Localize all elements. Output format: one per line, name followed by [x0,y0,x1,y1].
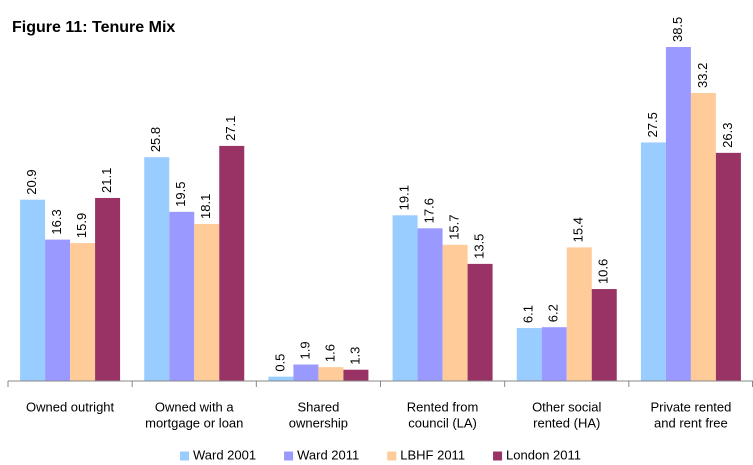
bar [144,157,170,381]
bar [293,364,319,381]
x-tick-label: and rent free [654,415,728,430]
bar [715,152,741,381]
legend-swatch [284,451,294,461]
value-label: 17.6 [422,198,437,223]
x-tick-label: Owned outright [26,399,115,414]
value-label: 10.6 [596,259,611,284]
x-tick-label: Private rented [650,399,731,414]
x-tick-label: Other social [532,399,601,414]
x-tick-label: Rented from [407,399,479,414]
legend-label: Ward 2011 [297,447,359,462]
bar [169,211,195,381]
bar [442,244,468,381]
value-label: 0.5 [272,354,287,372]
chart-title: Figure 11: Tenure Mix [12,19,175,36]
bar [95,197,121,381]
x-tick-label: ownership [289,415,348,430]
bar [45,239,71,381]
bar [70,243,96,381]
value-label: 19.5 [173,182,188,207]
legend-label: LBHF 2011 [400,447,465,462]
value-label: 15.7 [447,214,462,239]
value-label: 27.5 [645,112,660,137]
bar [516,328,542,381]
value-label: 19.1 [397,185,412,210]
legend-label: Ward 2001 [193,447,256,462]
value-label: 21.1 [99,168,114,193]
value-label: 33.2 [695,63,710,88]
x-tick-label: council (LA) [408,415,477,430]
bar [640,142,666,381]
value-label: 20.9 [24,169,39,194]
value-label: 13.5 [472,234,487,259]
bar [566,247,592,381]
value-label: 26.3 [720,123,735,148]
legend-swatch [179,451,189,461]
value-label: 16.3 [49,209,64,234]
legend-swatch [387,451,397,461]
bar [541,327,567,381]
legend-label: London 2011 [506,447,581,462]
bar [690,92,716,382]
bar [392,215,418,381]
bar [194,223,220,381]
value-label: 25.8 [148,127,163,152]
bar [467,263,493,381]
value-label: 27.1 [223,116,238,141]
bar [343,369,369,381]
bar [591,289,617,381]
value-label: 15.4 [571,217,586,242]
bar [417,228,443,381]
x-tick-label: Owned with a [155,399,235,414]
x-tick-label: mortgage or loan [145,415,243,430]
value-label: 1.3 [347,347,362,365]
value-label: 1.6 [322,344,337,362]
value-label: 38.5 [670,17,685,42]
value-label: 18.1 [198,194,213,219]
value-label: 1.9 [297,341,312,359]
legend-swatch [493,451,503,461]
bar [219,145,245,381]
x-tick-label: rented (HA) [533,415,600,430]
bar [318,367,344,381]
value-label: 15.9 [74,213,89,238]
bar [665,47,691,381]
value-label: 6.2 [546,304,561,322]
bar [268,376,294,381]
x-tick-label: Shared [297,399,339,414]
bar [20,199,46,381]
value-label: 6.1 [521,305,536,323]
